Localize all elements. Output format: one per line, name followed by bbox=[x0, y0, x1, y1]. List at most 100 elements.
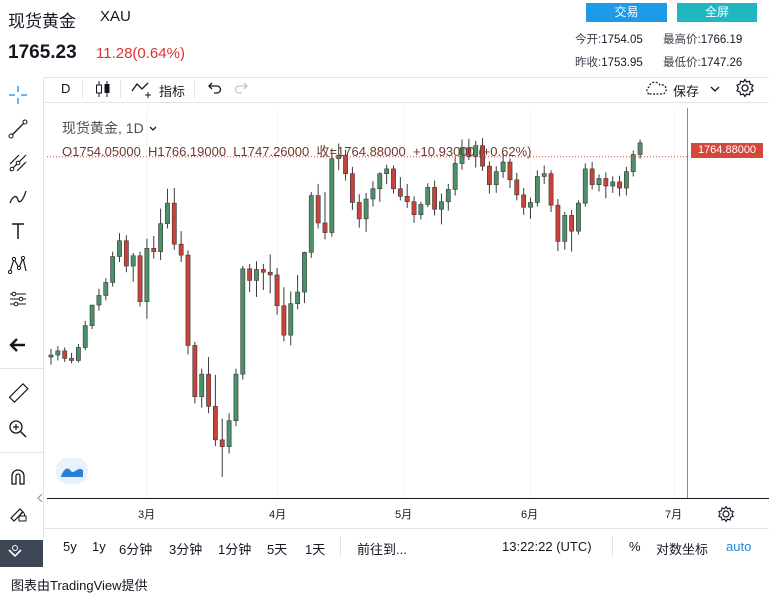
axis-settings-icon[interactable] bbox=[717, 505, 735, 523]
gear-icon[interactable] bbox=[735, 78, 755, 98]
indicators-button[interactable]: 指标 bbox=[159, 84, 186, 99]
candle-body bbox=[295, 291, 300, 304]
chevron-down-icon[interactable] bbox=[709, 82, 721, 94]
undo-icon[interactable] bbox=[206, 80, 222, 96]
candle-body bbox=[589, 168, 595, 185]
range-1d[interactable]: 1天 bbox=[305, 542, 326, 557]
chart-legend-title[interactable]: 现货黄金, 1D bbox=[62, 118, 158, 138]
candle-body bbox=[130, 255, 136, 267]
indicators-icon[interactable] bbox=[131, 79, 155, 99]
range-5d[interactable]: 5天 bbox=[267, 542, 288, 557]
candle-body bbox=[199, 373, 205, 398]
candle-body bbox=[493, 171, 499, 185]
candle-body bbox=[62, 350, 68, 359]
candle-body bbox=[219, 439, 225, 447]
save-button[interactable]: 保存 bbox=[673, 84, 700, 99]
auto-scale-toggle[interactable]: auto bbox=[726, 539, 752, 554]
time-axis-tick-label: 7月 bbox=[665, 509, 683, 521]
candle-body bbox=[507, 161, 513, 181]
price-chart[interactable] bbox=[47, 108, 688, 498]
candle-body bbox=[363, 198, 369, 220]
pattern-icon[interactable] bbox=[0, 248, 36, 282]
high-stat: 最高价:1766.19 bbox=[663, 31, 742, 47]
prev-close-value: 1753.95 bbox=[601, 57, 643, 69]
time-axis[interactable]: 3月 4月 5月 6月 7月 bbox=[47, 506, 688, 524]
magnet-icon[interactable] bbox=[0, 460, 36, 494]
open-label: 今开: bbox=[575, 34, 602, 46]
log-scale-toggle[interactable]: 对数坐标 bbox=[656, 542, 709, 557]
candle-body bbox=[562, 215, 568, 242]
arrow-back-icon[interactable] bbox=[0, 328, 36, 362]
left-toolbar-divider bbox=[43, 78, 44, 538]
price-change: 11.28(0.64%) bbox=[96, 45, 185, 62]
candle-body bbox=[308, 195, 314, 253]
candle-body bbox=[397, 188, 403, 197]
candle-body bbox=[247, 268, 253, 281]
price-scale[interactable] bbox=[688, 108, 769, 498]
range-6min[interactable]: 6分钟 bbox=[119, 542, 153, 557]
percent-scale-toggle[interactable]: % bbox=[629, 539, 641, 554]
candle-body bbox=[349, 173, 355, 203]
cloud-save-icon[interactable] bbox=[643, 80, 669, 96]
instrument-symbol: XAU bbox=[100, 8, 131, 25]
candle-body bbox=[432, 187, 437, 210]
prev-close-label: 昨收: bbox=[575, 57, 602, 69]
candle-body bbox=[302, 252, 307, 293]
candle-body bbox=[343, 154, 348, 174]
interval-selector[interactable]: D bbox=[61, 81, 71, 96]
candle-body bbox=[603, 178, 609, 187]
lock-drawing-icon[interactable] bbox=[0, 496, 36, 530]
candle-body bbox=[240, 268, 246, 375]
candle-body bbox=[267, 271, 273, 276]
pitchfork-icon[interactable] bbox=[0, 146, 36, 180]
high-label: 最高价: bbox=[663, 34, 701, 46]
candle-body bbox=[137, 255, 143, 302]
candle-type-icon[interactable] bbox=[94, 80, 112, 98]
candle-body bbox=[569, 215, 574, 232]
candle-body bbox=[514, 179, 520, 196]
hide-tools-icon[interactable] bbox=[0, 540, 43, 567]
redo-icon[interactable] bbox=[234, 80, 250, 96]
brush-icon[interactable] bbox=[0, 180, 36, 214]
candle-body bbox=[610, 181, 616, 187]
last-price-label: 1764.88000 bbox=[691, 143, 763, 158]
candle-body bbox=[548, 173, 554, 206]
crosshair-icon[interactable] bbox=[0, 78, 36, 112]
candle-body bbox=[274, 274, 280, 307]
candle-body bbox=[439, 201, 444, 210]
time-axis-tick-label: 6月 bbox=[521, 509, 539, 521]
zoom-in-icon[interactable] bbox=[0, 412, 36, 446]
collapse-toolbar-icon[interactable] bbox=[36, 488, 44, 508]
ruler-icon[interactable] bbox=[0, 376, 36, 410]
long-position-icon[interactable] bbox=[0, 282, 36, 316]
current-price: 1765.23 bbox=[8, 42, 77, 63]
fullscreen-button[interactable]: 全屏 bbox=[677, 3, 757, 22]
tools-divider bbox=[0, 452, 43, 453]
instrument-name: 现货黄金 bbox=[8, 12, 76, 31]
candle-body bbox=[103, 282, 109, 296]
range-5y[interactable]: 5y bbox=[63, 539, 77, 554]
range-1y[interactable]: 1y bbox=[92, 539, 106, 554]
tradingview-credit[interactable]: 图表由TradingView提供 bbox=[11, 578, 148, 593]
range-3min[interactable]: 3分钟 bbox=[169, 542, 203, 557]
candle-body bbox=[391, 168, 396, 190]
candle-body bbox=[480, 145, 485, 167]
trade-button[interactable]: 交易 bbox=[586, 3, 667, 22]
tradingview-logo[interactable] bbox=[56, 458, 88, 484]
goto-date-button[interactable]: 前往到... bbox=[357, 542, 407, 557]
range-1min[interactable]: 1分钟 bbox=[218, 542, 252, 557]
trend-line-icon[interactable] bbox=[0, 112, 36, 146]
candle-body bbox=[452, 163, 458, 190]
candle-body bbox=[165, 202, 170, 224]
time-axis-tick-label: 4月 bbox=[269, 509, 287, 521]
open-value: 1754.05 bbox=[601, 34, 643, 46]
toolbar-bottom-divider bbox=[44, 102, 769, 103]
candle-body bbox=[617, 181, 622, 189]
chevron-down-icon[interactable] bbox=[148, 125, 158, 133]
candle-body bbox=[500, 161, 506, 172]
clock-time[interactable]: 13:22:22 (UTC) bbox=[502, 539, 592, 554]
candle-body bbox=[582, 168, 588, 204]
text-tool-icon[interactable] bbox=[0, 214, 36, 248]
candle-body bbox=[75, 347, 81, 361]
candle-body bbox=[260, 269, 266, 273]
